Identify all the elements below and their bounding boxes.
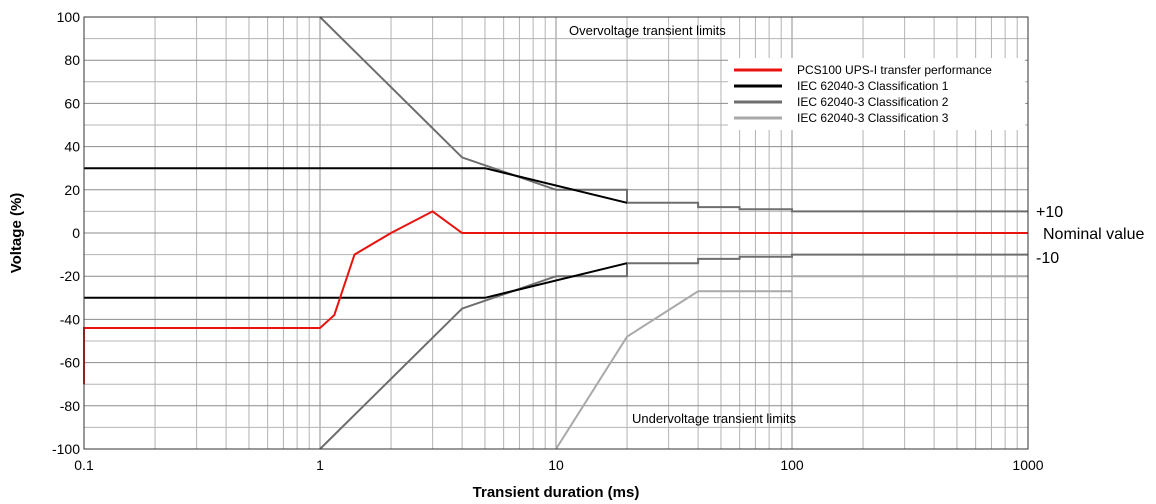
legend-label: IEC 62040-3 Classification 3 [797, 111, 949, 125]
overvoltage-annotation: Overvoltage transient limits [569, 23, 726, 38]
y-tick-label: -40 [60, 311, 80, 327]
x-tick-label: 100 [780, 457, 804, 473]
plus10-label: +10 [1036, 204, 1063, 221]
legend-label: PCS100 UPS-I transfer performance [797, 63, 992, 77]
x-tick-label: 10 [548, 457, 564, 473]
legend-label: IEC 62040-3 Classification 2 [797, 95, 949, 109]
x-tick-label: 1 [316, 457, 324, 473]
x-axis-title: Transient duration (ms) [473, 484, 640, 501]
series-line [319, 16, 1028, 213]
y-tick-label: 40 [64, 139, 80, 155]
series-layer [83, 16, 1028, 450]
legend-label: IEC 62040-3 Classification 1 [797, 79, 949, 93]
y-tick-label: 0 [72, 225, 80, 241]
y-tick-label: 60 [64, 95, 80, 111]
series-line [84, 167, 628, 204]
y-tick-label: -20 [60, 268, 80, 284]
legend: PCS100 UPS-I transfer performance IEC 620… [728, 58, 1025, 130]
x-tick-label: 1000 [1012, 457, 1043, 473]
series-line [83, 210, 1028, 385]
y-tick-label: 100 [57, 9, 81, 25]
series-line [319, 253, 1028, 450]
tick-labels: 0.1 1 10 100 1000 100 80 60 40 20 0 -20 -40 -60 -80 -10… [52, 9, 1044, 473]
series-line [84, 262, 628, 299]
y-tick-label: 20 [64, 182, 80, 198]
x-tick-label: 0.1 [74, 457, 94, 473]
nominal-value-label: Nominal value [1043, 226, 1144, 243]
y-tick-label: 80 [64, 52, 80, 68]
series-line [555, 290, 792, 450]
minus10-label: -10 [1036, 250, 1059, 267]
y-axis-title: Voltage (%) [8, 193, 25, 274]
plot-area-border [83, 16, 1029, 450]
undervoltage-annotation: Undervoltage transient limits [632, 411, 797, 426]
y-tick-label: -60 [60, 355, 80, 371]
y-tick-label: -80 [60, 398, 80, 414]
y-tick-label: -100 [52, 441, 80, 457]
